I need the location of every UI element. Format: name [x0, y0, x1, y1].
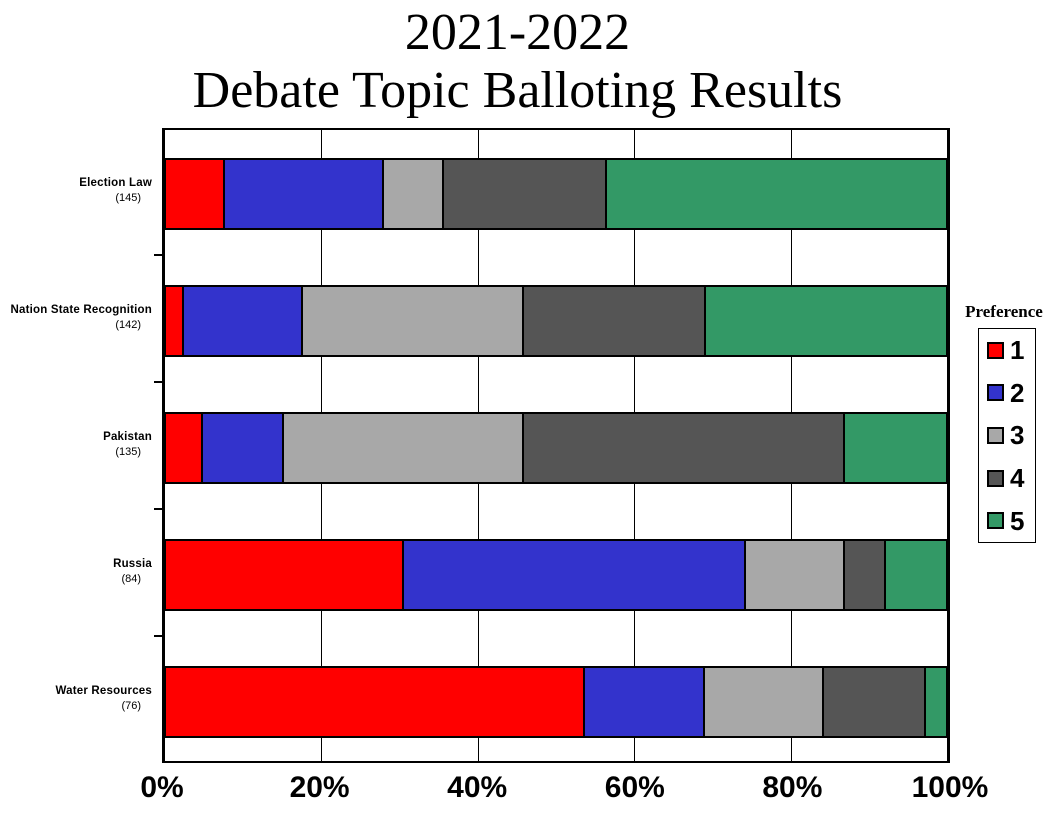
- category-name: Pakistan: [103, 430, 152, 443]
- segment-pref-3: [704, 668, 825, 736]
- legend-label: 4: [1010, 463, 1025, 494]
- segment-pref-4: [844, 541, 886, 609]
- legend-entry-3: 3: [987, 422, 1035, 448]
- category-label-russia: Russia (84): [0, 557, 152, 587]
- segment-pref-5: [607, 160, 946, 228]
- y-axis-tick: [154, 381, 162, 383]
- category-ballot-count: (76): [121, 699, 141, 712]
- category-ballot-count: (84): [121, 572, 141, 585]
- y-axis-tick: [154, 254, 162, 256]
- legend-entry-4: 4: [987, 465, 1035, 491]
- category-label-election-law: Election Law (145): [0, 176, 152, 206]
- segment-pref-4: [824, 668, 927, 736]
- bar-russia: [164, 539, 948, 611]
- category-label-pakistan: Pakistan (135): [0, 430, 152, 460]
- legend-label: 2: [1010, 377, 1025, 408]
- chart-title-line2: Debate Topic Balloting Results: [192, 62, 843, 119]
- bar-election-law: [164, 158, 948, 230]
- segment-pref-4: [444, 160, 608, 228]
- x-axis-label-0%: 0%: [140, 771, 184, 804]
- legend-box: 1 2 3 4 5: [978, 328, 1036, 543]
- category-name: Water Resources: [55, 684, 152, 697]
- segment-pref-2: [202, 414, 284, 482]
- category-label-nation-state-recognition: Nation State Recognition (142): [0, 303, 152, 333]
- segment-pref-2: [183, 287, 304, 355]
- legend-entry-1: 1: [987, 337, 1035, 363]
- legend-entry-5: 5: [987, 508, 1035, 534]
- segment-pref-2: [584, 668, 705, 736]
- category-label-water-resources: Water Resources (76): [0, 684, 152, 714]
- segment-pref-2: [403, 541, 747, 609]
- segment-pref-2: [224, 160, 384, 228]
- segment-pref-1: [166, 414, 203, 482]
- bar-water-resources: [164, 666, 948, 738]
- category-ballot-count: (135): [115, 445, 141, 458]
- segment-pref-3: [283, 414, 524, 482]
- segment-pref-5: [885, 541, 946, 609]
- segment-pref-5: [705, 287, 946, 355]
- x-axis-label-60%: 60%: [604, 771, 665, 804]
- segment-pref-3: [746, 541, 845, 609]
- y-axis-tick: [154, 635, 162, 637]
- category-name: Election Law: [79, 176, 152, 189]
- segment-pref-4: [524, 287, 706, 355]
- category-ballot-count: (145): [115, 191, 141, 204]
- category-name: Nation State Recognition: [10, 303, 152, 316]
- segment-pref-3: [303, 287, 524, 355]
- chart-title-line1: 2021-2022: [404, 4, 631, 61]
- chart-title: 2021-2022 Debate Topic Balloting Results: [0, 4, 1035, 120]
- segment-pref-1: [166, 160, 225, 228]
- segment-pref-5: [845, 414, 946, 482]
- x-axis-label-20%: 20%: [289, 771, 350, 804]
- bar-nation-state-recognition: [164, 285, 948, 357]
- legend-label: 1: [1010, 335, 1025, 366]
- legend-swatch-1: [987, 341, 1004, 359]
- segment-pref-5: [926, 668, 946, 736]
- legend-title: Preference: [965, 302, 1043, 321]
- category-name: Russia: [113, 557, 152, 570]
- segment-pref-4: [524, 414, 846, 482]
- x-axis-label-80%: 80%: [762, 771, 823, 804]
- segment-pref-1: [166, 287, 184, 355]
- y-axis-tick: [154, 508, 162, 510]
- bar-pakistan: [164, 412, 948, 484]
- segment-pref-3: [383, 160, 445, 228]
- legend-swatch-5: [987, 512, 1004, 530]
- legend-label: 5: [1010, 505, 1025, 536]
- legend-label: 3: [1010, 420, 1025, 451]
- category-ballot-count: (142): [115, 318, 141, 331]
- legend-swatch-4: [987, 469, 1004, 487]
- legend-entry-2: 2: [987, 380, 1035, 406]
- segment-pref-1: [166, 541, 404, 609]
- plot-area: [162, 128, 950, 763]
- x-axis-label-100%: 100%: [911, 771, 989, 804]
- x-axis-label-40%: 40%: [447, 771, 508, 804]
- legend-swatch-2: [987, 384, 1004, 402]
- legend-swatch-3: [987, 426, 1004, 444]
- segment-pref-1: [166, 668, 585, 736]
